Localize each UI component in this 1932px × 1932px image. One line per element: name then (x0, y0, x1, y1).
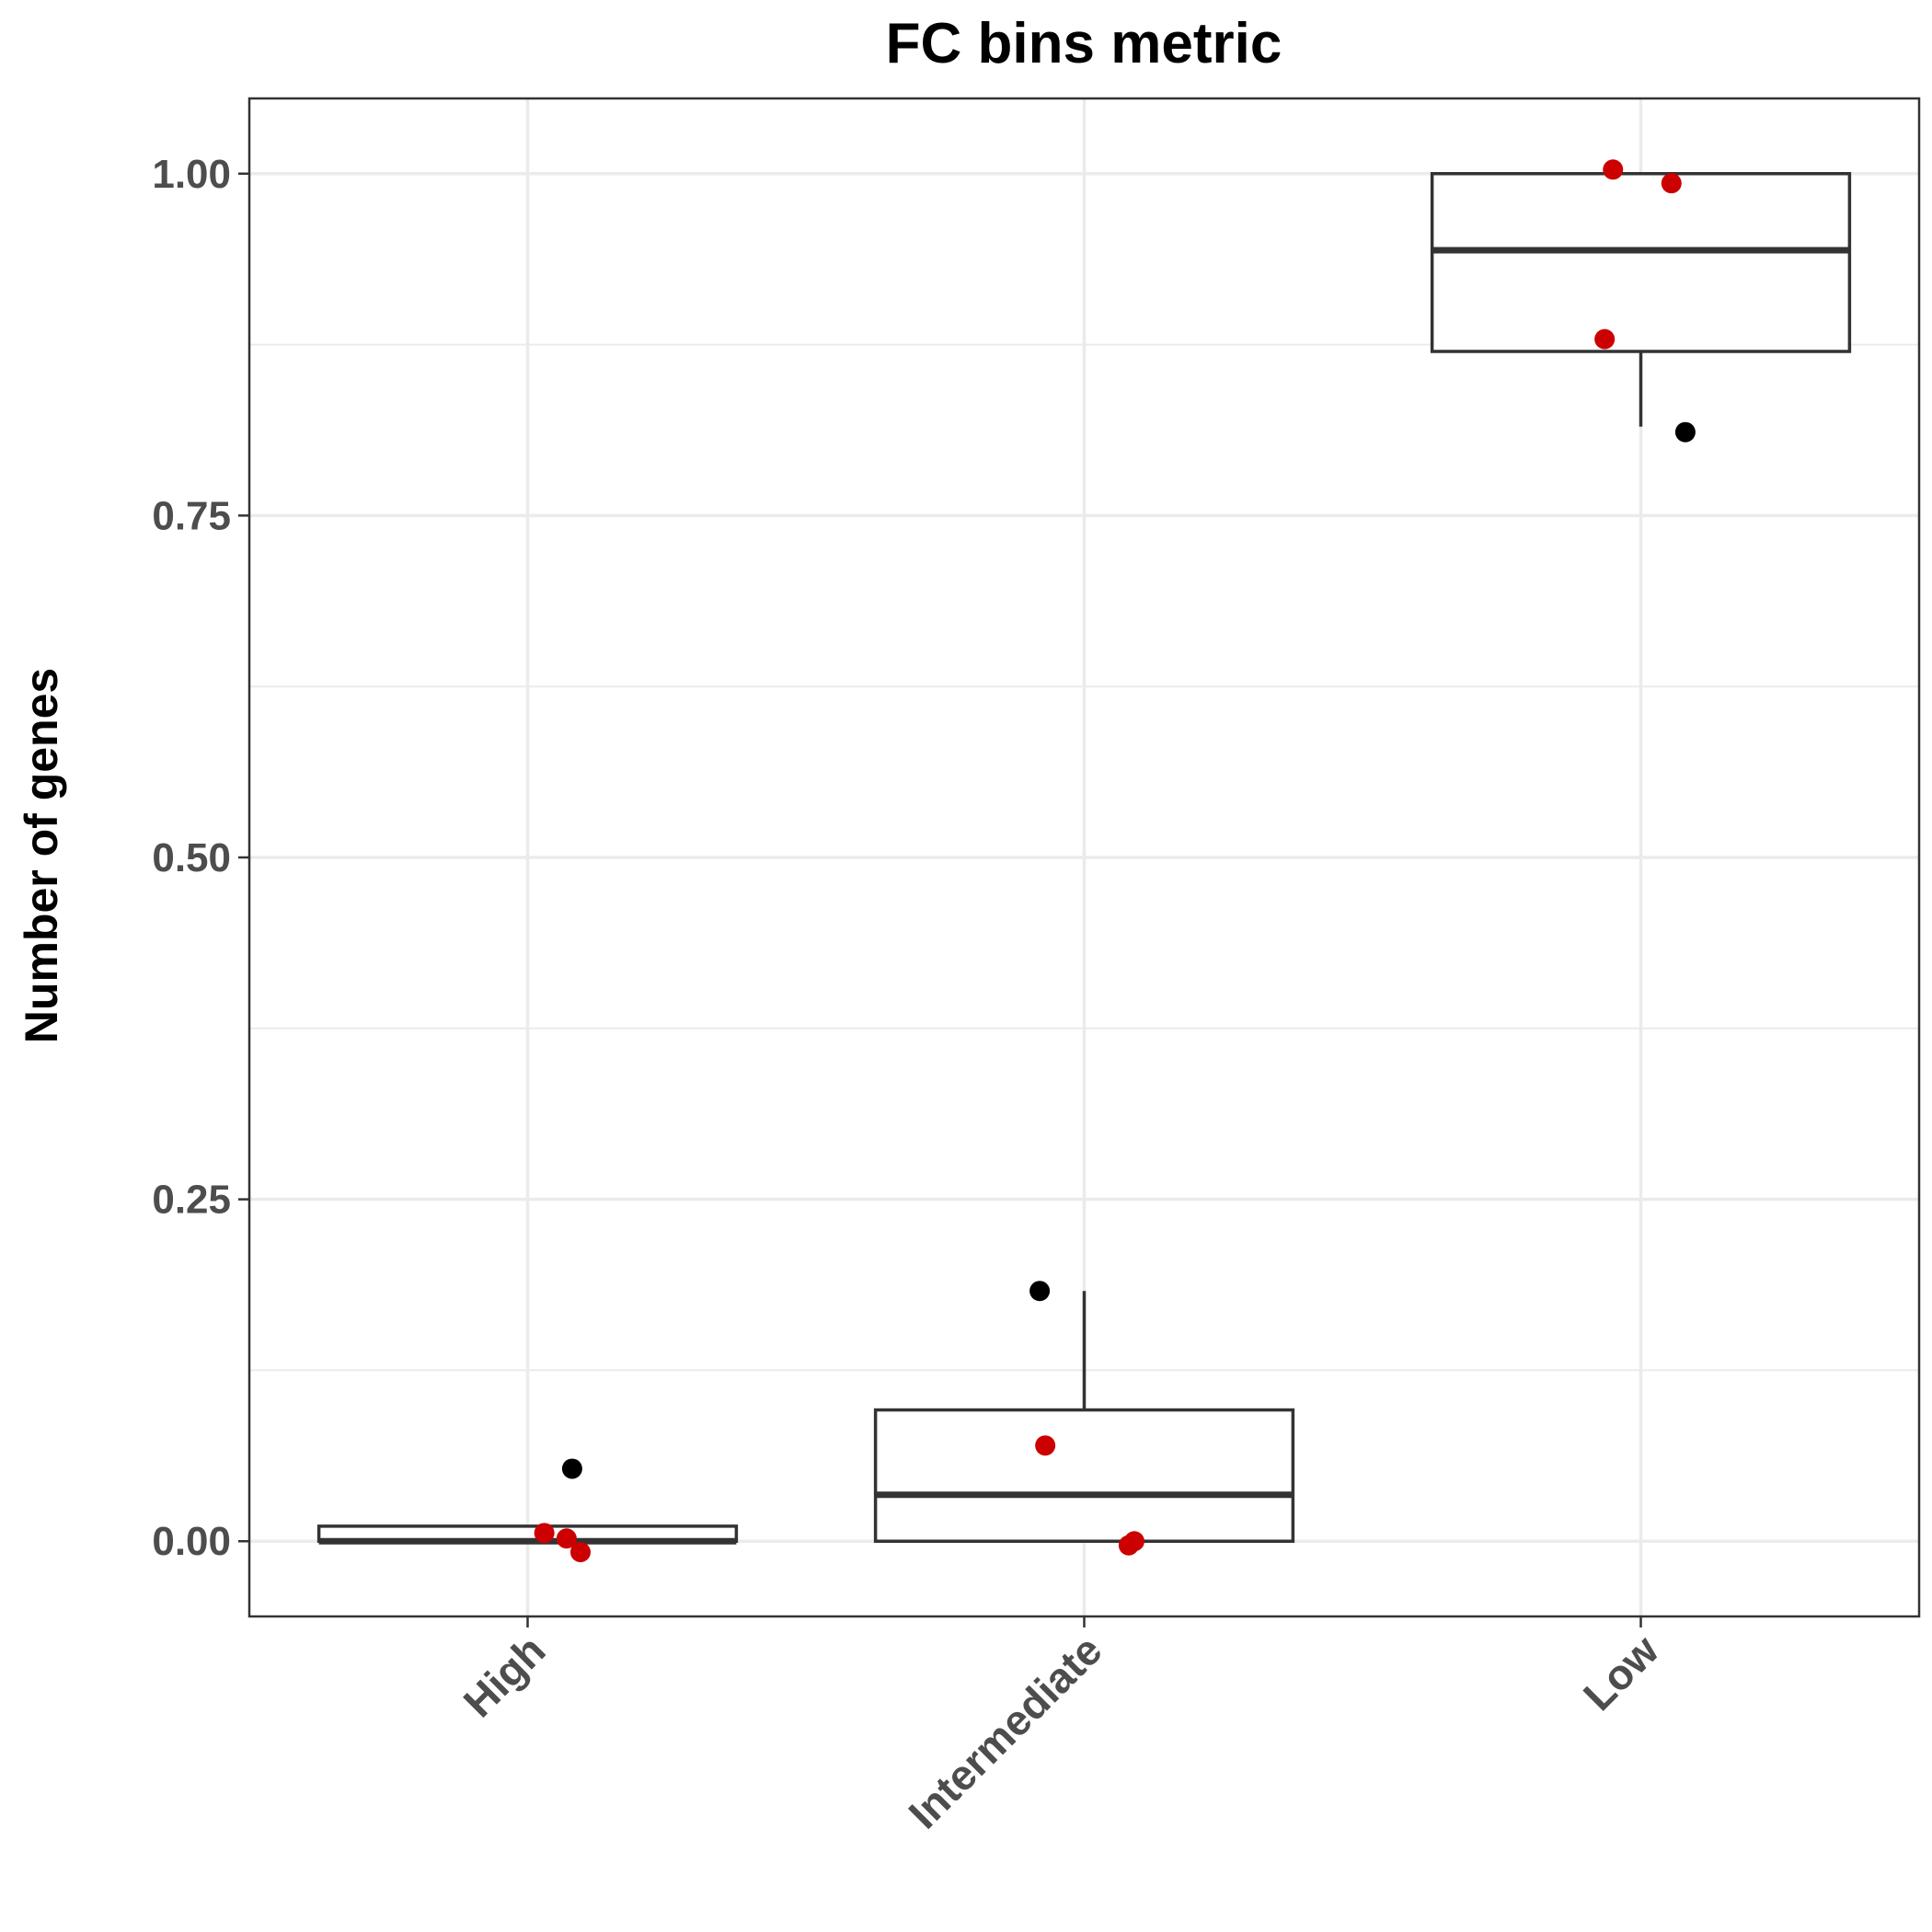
data-point (1661, 173, 1682, 194)
x-tick-label-intermediate: Intermediate (899, 1626, 1110, 1837)
outlier-point (561, 1458, 582, 1479)
x-tick-label-high: High (454, 1626, 555, 1726)
y-tick-label: 0.00 (152, 1519, 231, 1564)
y-tick-label: 0.75 (152, 493, 231, 538)
box-group (316, 172, 1852, 1545)
y-axis-label: Number of genes (16, 668, 67, 1043)
data-point (534, 1523, 555, 1544)
x-tick-label-low: Low (1574, 1626, 1668, 1719)
y-tick-label: 0.50 (152, 835, 231, 880)
x-axis: High Intermediate Low (454, 1616, 1668, 1837)
data-point (1603, 159, 1624, 180)
chart-title: FC bins metric (886, 12, 1282, 75)
point-group (534, 159, 1682, 1563)
outlier-point (1674, 421, 1696, 443)
data-point (1123, 1531, 1144, 1552)
y-tick-label: 1.00 (152, 152, 231, 197)
box-intermediate (873, 1281, 1295, 1543)
y-tick-label: 0.25 (152, 1178, 231, 1223)
box-high (316, 1458, 739, 1545)
data-point (1035, 1435, 1056, 1456)
y-axis: 0.00 0.25 0.50 0.75 1.00 (152, 152, 249, 1564)
box-iqr (873, 1408, 1295, 1543)
box-iqr (1430, 172, 1852, 353)
outlier-point (1029, 1281, 1051, 1302)
box-low (1430, 172, 1852, 443)
data-point (556, 1528, 577, 1549)
data-point (569, 1542, 591, 1563)
data-point (1594, 328, 1616, 350)
